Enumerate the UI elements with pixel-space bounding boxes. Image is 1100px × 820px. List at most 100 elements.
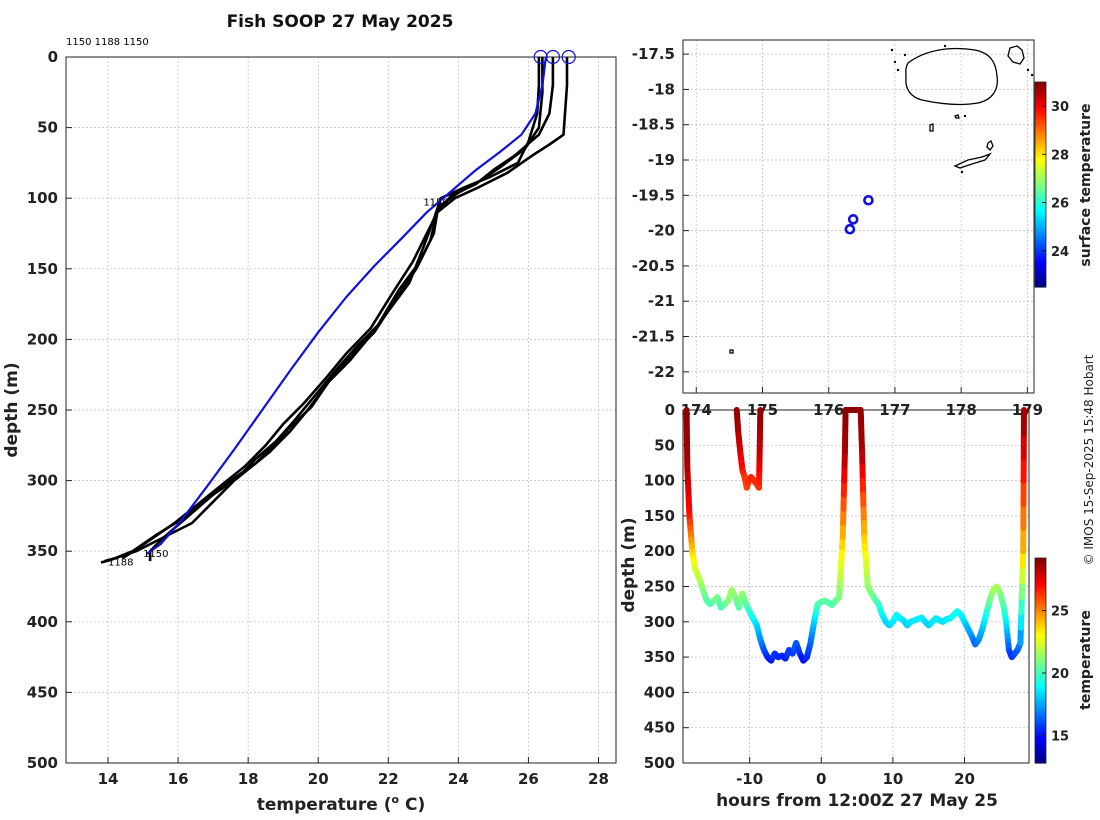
colorbar-segment [1035, 742, 1046, 747]
map-y-tick-label: -20.5 [632, 257, 675, 275]
depth-time-y-tick-label: 500 [644, 754, 675, 772]
profile-y-tick-label: 500 [27, 754, 58, 772]
depth-time-y-tick-label: 300 [644, 613, 675, 631]
colorbar-segment [1035, 670, 1046, 675]
colorbar-segment [1035, 663, 1046, 668]
island-dot [1026, 68, 1030, 72]
colorbar-segment [1035, 715, 1046, 720]
coastline-main-island [905, 47, 998, 106]
colorbar-segment [1035, 239, 1046, 244]
colorbar-segment [1035, 687, 1046, 692]
colorbar-segment [1035, 605, 1046, 610]
profile-lines [100, 49, 576, 564]
colorbar-segment [1035, 256, 1046, 261]
colorbar-tick-label: 30 [1051, 100, 1069, 115]
colorbar-frame [1034, 81, 1047, 288]
map-y-tick-label: -19 [648, 151, 675, 169]
map-y-tick-label: -18 [648, 80, 675, 98]
depth-time-y-tick-label: 0 [665, 401, 675, 419]
depth-time-x-tick-label: 10 [882, 770, 903, 788]
colorbar-tick-label: 26 [1051, 197, 1069, 212]
colorbar-segment [1035, 636, 1046, 641]
colorbar-segment [1035, 211, 1046, 216]
profile-end-label: 1150 [423, 197, 448, 208]
colorbar-segment [1035, 242, 1046, 247]
colorbar-segment [1035, 225, 1046, 230]
depth-time-y-tick-label: 450 [644, 719, 675, 737]
colorbar-segment [1035, 194, 1046, 199]
colorbar-segment [1035, 571, 1046, 576]
depth-time-track [683, 407, 1027, 664]
colorbar-segment [1035, 691, 1046, 696]
colorbar-segment [1035, 263, 1046, 268]
colorbar-segment [1035, 581, 1046, 586]
colorbar-segment [1035, 718, 1046, 723]
colorbar-segment [1035, 235, 1046, 240]
colorbar-segment [1035, 102, 1046, 107]
colorbar-segment [1035, 146, 1046, 151]
profile-ticks: 14 16 18 20 22 24 26 28 0 50 100 150 200 250 300 350 400… [27, 48, 609, 788]
depth-time-y-tick-label: 200 [644, 542, 675, 560]
colorbar-segment [1035, 82, 1046, 87]
profile-x-tick-label: 26 [518, 770, 539, 788]
colorbar-segment [1035, 749, 1046, 754]
profile-y-tick-label: 50 [37, 119, 58, 137]
colorbar-segment [1035, 276, 1046, 281]
profile-location-marker [844, 223, 856, 235]
colorbar-segment [1035, 119, 1046, 124]
colorbar-segment [1035, 701, 1046, 706]
colorbar-segment [1035, 595, 1046, 600]
map-points [844, 194, 874, 235]
colorbar-segment [1035, 184, 1046, 189]
colorbar-segment [1035, 187, 1046, 192]
depth-time-y-tick-label: 350 [644, 648, 675, 666]
credit-text: © IMOS 15-Sep-2025 15:48 Hobart [1082, 354, 1096, 565]
colorbar-segment [1035, 612, 1046, 617]
colorbar-segment [1035, 92, 1046, 97]
depth-time-y-tick-label: 250 [644, 578, 675, 596]
colorbar-tick-label: 15 [1051, 730, 1069, 745]
colorbar-segment [1035, 588, 1046, 593]
surface-temperature-colorbar-label: surface temperature [1078, 103, 1094, 266]
profile-x-tick-label: 14 [98, 770, 119, 788]
map-y-tick-label: -20 [648, 222, 675, 240]
coastline-tiny [729, 349, 734, 354]
colorbar-segment [1035, 164, 1046, 169]
profile-y-tick-label: 350 [27, 542, 58, 560]
colorbar-segment [1035, 269, 1046, 274]
profile-x-tick-label: 20 [308, 770, 329, 788]
profile-x-axis-label: temperature (o C) [257, 793, 426, 815]
colorbar-segment [1035, 722, 1046, 727]
profile-line [121, 57, 544, 560]
surface-marker-circle [561, 49, 576, 65]
colorbar-segment [1035, 177, 1046, 182]
figure-title: Fish SOOP 27 May 2025 [227, 12, 454, 32]
profile-location-marker [863, 194, 874, 206]
colorbar-segment [1035, 273, 1046, 278]
colorbar-tick-label: 28 [1051, 148, 1069, 163]
colorbar-segment [1035, 725, 1046, 730]
colorbar-segment [1035, 602, 1046, 607]
profile-y-tick-label: 250 [27, 401, 58, 419]
coastline-island-s [953, 152, 993, 169]
colorbar-segment [1035, 105, 1046, 110]
colorbar-segment [1035, 170, 1046, 175]
depth-time-grid [683, 409, 1029, 764]
map-y-tick-label: -22 [648, 363, 675, 381]
profile-y-tick-label: 450 [27, 683, 58, 701]
colorbar-segment [1035, 201, 1046, 206]
island-dot [963, 114, 967, 118]
profile-y-tick-label: 200 [27, 330, 58, 348]
colorbar-segment [1035, 181, 1046, 186]
colorbar-segment [1035, 653, 1046, 658]
climatology-line [145, 56, 547, 555]
colorbar-segment [1035, 208, 1046, 213]
depth-time-x-tick-label: 0 [816, 770, 826, 788]
colorbar-segment [1035, 133, 1046, 138]
map-y-tick-label: -21 [648, 292, 675, 310]
colorbar-segment [1035, 558, 1046, 563]
colorbar-segment [1035, 657, 1046, 662]
colorbar-segment [1035, 564, 1046, 569]
